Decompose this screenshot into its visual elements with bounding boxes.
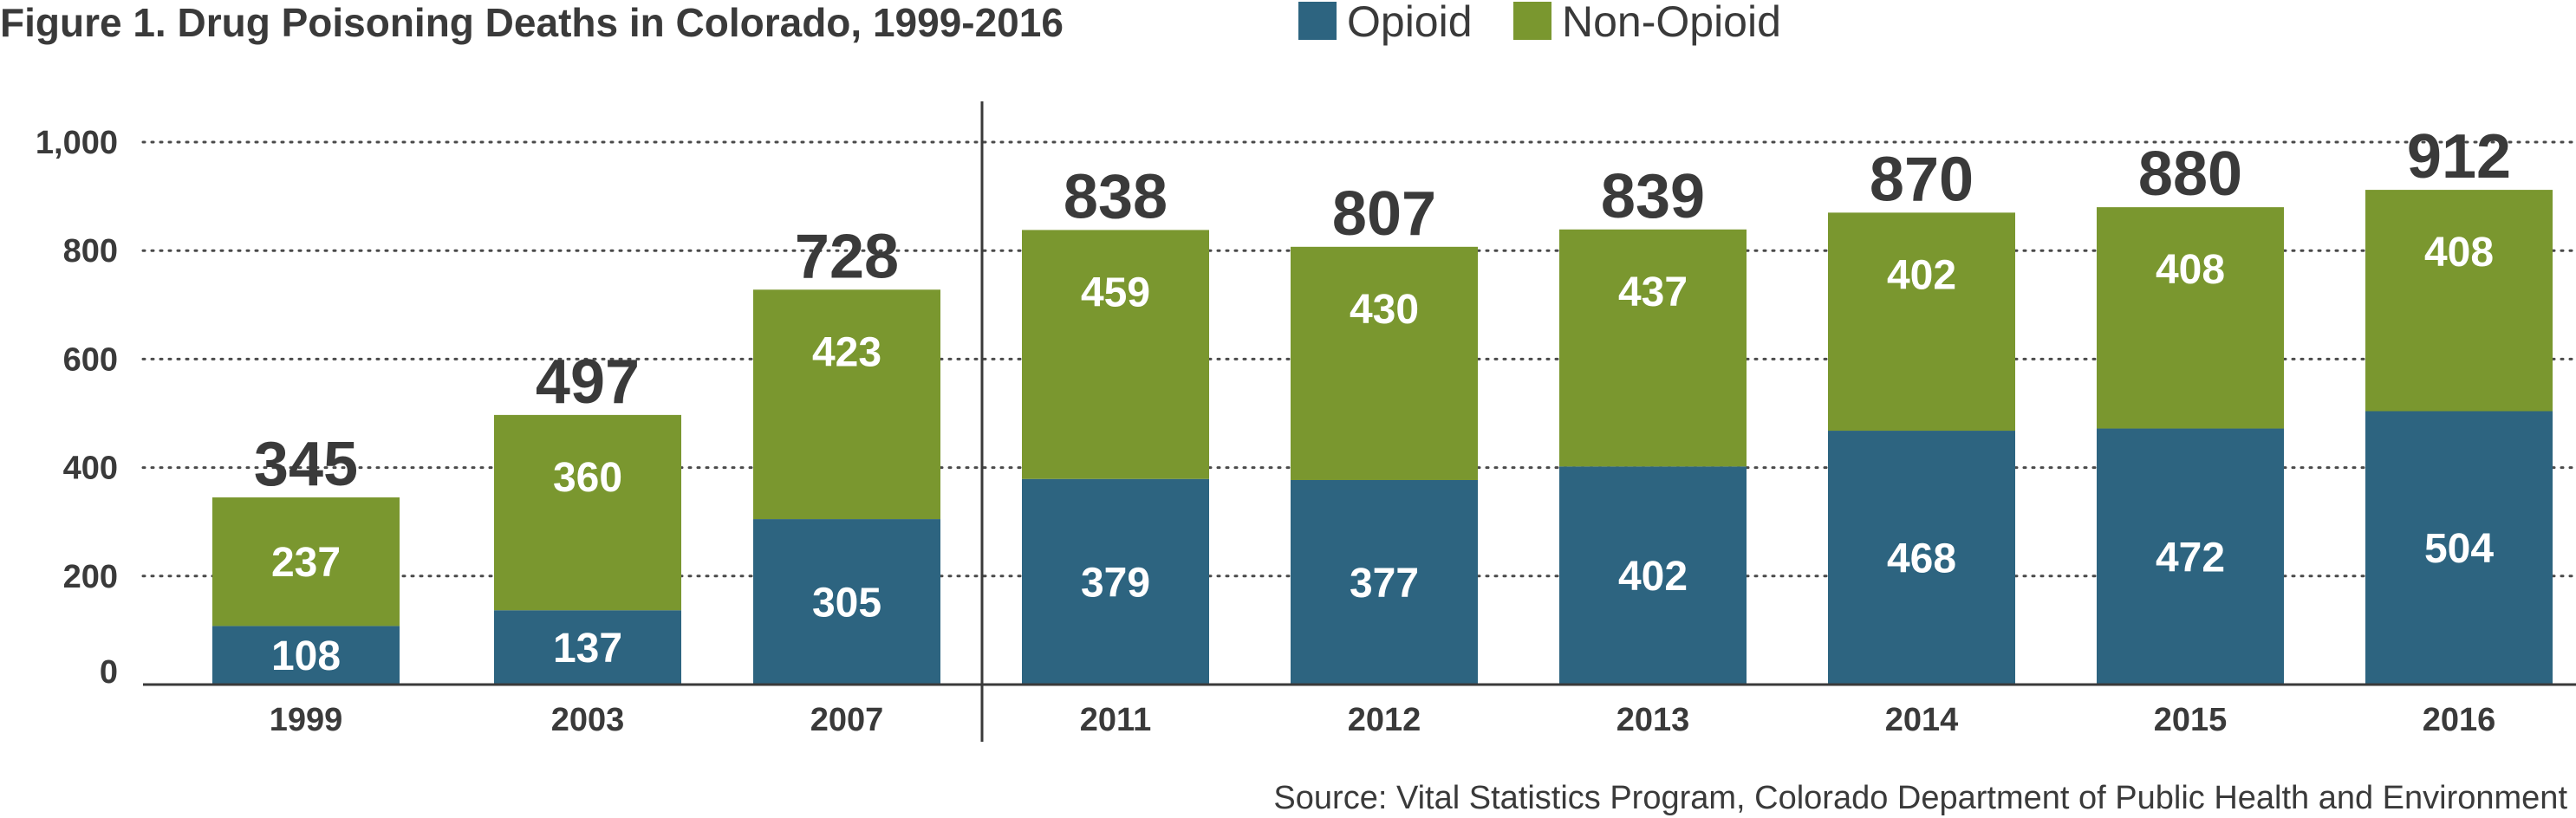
data-label-total: 912 [2407,122,2511,192]
bar-opioid-2015 [2097,428,2284,685]
data-label-non-opioid: 423 [812,329,881,375]
data-label-opioid: 108 [271,633,341,679]
bar-opioid-2011 [1022,478,1209,685]
x-tick-label: 1999 [270,702,343,738]
bar-non-opioid-2014 [1828,212,2015,432]
data-label-non-opioid: 408 [2424,230,2494,276]
data-label-total: 728 [795,222,899,291]
bar-non-opioid-1999 [212,497,400,626]
data-label-total: 870 [1870,145,1974,214]
x-tick-label: 2003 [551,702,625,738]
legend-swatch-non-opioid [1513,2,1551,40]
bar-non-opioid-2013 [1559,229,1747,467]
data-label-non-opioid: 237 [271,540,341,586]
data-label-non-opioid: 430 [1350,287,1419,333]
data-label-total: 497 [536,347,640,417]
y-tick-label: 200 [63,559,118,595]
chart-title: Figure 1. Drug Poisoning Deaths in Color… [0,0,1064,45]
bar-opioid-2014 [1828,431,2015,685]
data-label-opioid: 377 [1350,561,1419,607]
bar-non-opioid-2016 [2365,190,2553,412]
x-tick-label: 2011 [1080,702,1151,738]
bar-opioid-1999 [212,626,400,685]
y-tick-label: 0 [100,654,118,691]
x-tick-label: 2015 [2154,702,2228,738]
x-tick-label: 2013 [1617,702,1690,738]
data-label-total: 880 [2138,140,2242,209]
legend-label-non-opioid: Non-Opioid [1562,0,1781,46]
legend-swatch-opioid [1298,2,1337,40]
y-axis-ticks: 0 200 400 600 800 1,000 [36,125,118,691]
bar-non-opioid-2011 [1022,230,1209,479]
data-label-non-opioid: 459 [1081,269,1150,315]
bar-opioid-2013 [1559,466,1747,685]
data-label-non-opioid: 408 [2156,247,2225,293]
bar-opioid-2007 [753,519,940,685]
data-label-opioid: 468 [1887,536,1956,582]
y-tick-label: 600 [63,341,118,378]
legend: Opioid Non-Opioid [1298,0,1781,46]
x-tick-label: 2007 [810,702,884,738]
bar-opioid-2003 [494,610,681,685]
data-label-non-opioid: 360 [553,455,622,501]
source-note: Source: Vital Statistics Program, Colora… [1273,780,2567,816]
bar-non-opioid-2015 [2097,207,2284,429]
data-label-total: 345 [254,430,358,499]
y-tick-label: 800 [63,233,118,269]
bar-non-opioid-2007 [753,289,940,520]
data-label-total: 807 [1332,179,1436,249]
y-tick-label: 400 [63,451,118,487]
legend-label-opioid: Opioid [1347,0,1473,46]
data-label-total: 839 [1601,162,1705,231]
data-label-total: 838 [1064,162,1168,231]
data-label-non-opioid: 402 [1887,252,1956,298]
data-label-opioid: 379 [1081,560,1150,606]
x-tick-label: 2012 [1348,702,1421,738]
data-label-opioid: 137 [553,626,622,672]
bars: 108 237 345 137 360 497 305 423 728 379 459 838 377 4… [212,122,2553,685]
data-label-opioid: 402 [1618,554,1688,600]
x-axis-ticks: 1999 2003 2007 2011 2012 2013 2014 2015 2016 [270,702,2496,738]
data-label-opioid: 504 [2424,526,2494,572]
bar-opioid-2012 [1291,479,1478,685]
x-tick-label: 2016 [2423,702,2496,738]
y-tick-label: 1,000 [36,125,118,161]
bar-non-opioid-2012 [1291,246,1478,480]
x-tick-label: 2014 [1885,702,1959,738]
bar-non-opioid-2003 [494,414,681,611]
data-label-opioid: 305 [812,581,881,626]
data-label-opioid: 472 [2156,535,2225,581]
data-label-non-opioid: 437 [1618,269,1688,315]
bar-opioid-2016 [2365,411,2553,685]
